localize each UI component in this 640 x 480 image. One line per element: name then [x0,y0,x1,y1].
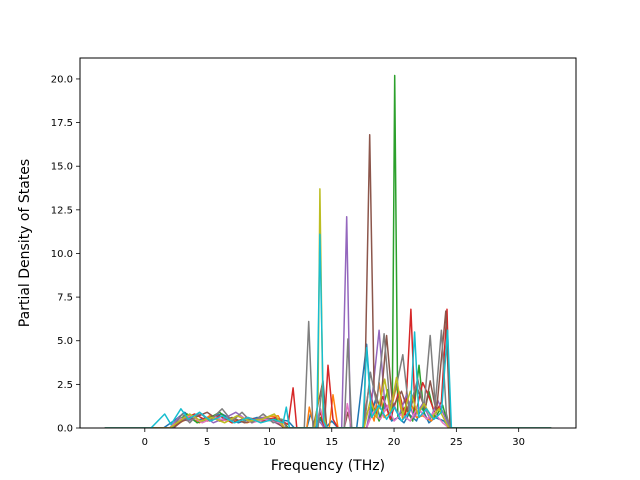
y-tick-label: 0.0 [57,424,73,435]
x-tick-label: 25 [450,437,463,448]
series-line-9 [104,188,552,428]
y-tick-label: 17.5 [51,118,73,129]
x-tick-label: 30 [512,437,525,448]
series-line-10 [104,233,552,428]
x-tick-label: 15 [325,437,338,448]
x-axis-ticks: 0 5 10 15 20 25 30 [142,428,525,448]
series-line-8 [104,320,552,428]
series-line-1 [104,343,552,428]
y-tick-label: 10.0 [51,249,73,260]
y-tick-label: 5.0 [57,336,73,347]
y-tick-label: 7.5 [57,293,73,304]
y-tick-label: 20.0 [51,74,73,85]
series-line-7 [104,402,552,428]
x-tick-label: 20 [388,437,401,448]
x-axis-label: Frequency (THz) [271,458,385,474]
y-tick-label: 12.5 [51,205,73,216]
series-layer [104,74,552,428]
x-tick-label: 10 [263,437,276,448]
y-tick-label: 2.5 [57,380,73,391]
series-line-5 [104,216,552,428]
x-tick-label: 5 [204,437,210,448]
y-tick-label: 15.0 [51,162,73,173]
y-axis-label: Partial Density of States [17,159,33,327]
y-axis-ticks: 0.0 2.5 5.0 7.5 10.0 12.5 15.0 17.5 20.0 [51,74,80,435]
x-tick-label: 0 [142,437,148,448]
plot-frame [79,57,577,429]
